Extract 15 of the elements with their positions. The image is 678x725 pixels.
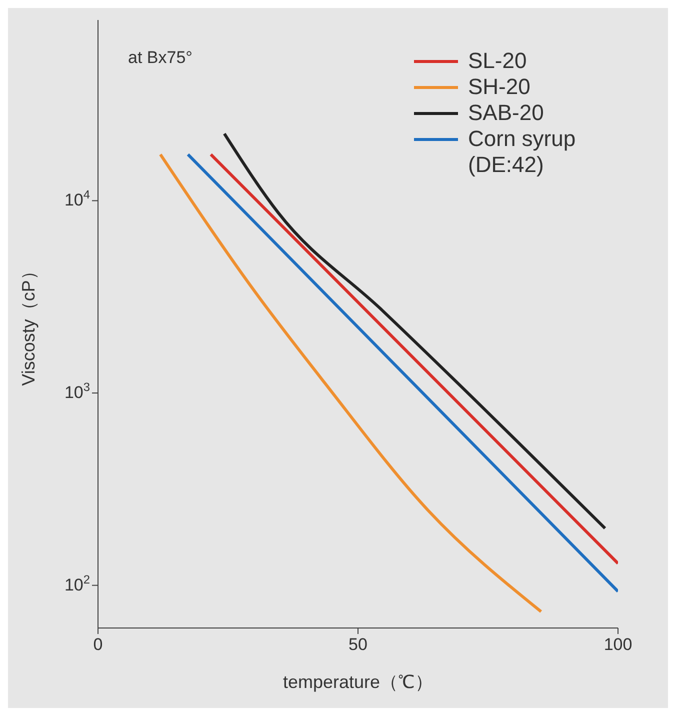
line-series — [222, 132, 606, 530]
legend-label: SL-20 — [468, 48, 528, 74]
x-tick-label: 100 — [604, 635, 632, 654]
x-axis-title: temperature（℃） — [282, 672, 434, 692]
legend-label: SH-20 — [468, 74, 532, 100]
legend-label: SAB-20 — [468, 100, 545, 126]
line-series — [158, 152, 543, 614]
annotation: at Bx75° — [128, 48, 192, 68]
y-axis-title: Viscosty（cP） — [18, 262, 38, 386]
legend-label: Corn syrup (DE:42) — [468, 126, 577, 178]
y-tick-label: 10$^{3}$ — [64, 380, 90, 402]
y-tick-label: 10$^{2}$ — [64, 572, 90, 594]
x-tick-label: 0 — [93, 635, 103, 654]
x-tick-label: 50 — [348, 635, 368, 654]
y-tick-label: 10$^{4}$ — [64, 188, 90, 210]
